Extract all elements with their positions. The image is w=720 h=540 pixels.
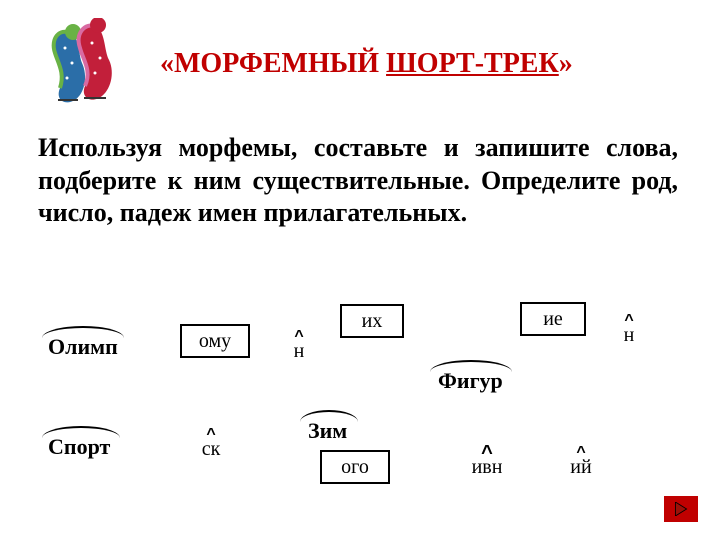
suffix-sk-label: ск [200, 442, 222, 456]
ending-ih: их [340, 304, 404, 338]
slide: «МОРФЕМНЫЙ ШОРТ-ТРЕК» Используя морфемы,… [0, 0, 720, 540]
title-prefix: « [160, 48, 174, 79]
suffix-n-1: ^ н [288, 330, 310, 358]
task-text: Используя морфемы, составьте и запишите … [38, 132, 678, 230]
title-suffix: » [559, 48, 573, 79]
root-figur: Фигур [438, 368, 503, 394]
next-slide-button[interactable] [664, 496, 698, 522]
suffix-ij-label: ий [570, 460, 592, 474]
ending-ie: ие [520, 302, 586, 336]
suffix-n-2: ^ н [618, 314, 640, 342]
ending-omu: ому [180, 324, 250, 358]
suffix-ij: ^ ий [570, 446, 592, 474]
morpheme-area: Олимп ому ^ н их Фигур ие ^ н Спорт ^ ск [0, 300, 720, 520]
suffix-n-2-label: н [618, 328, 640, 342]
title-word-1: МОРФЕМНЫЙ [174, 48, 386, 79]
root-zim: Зим [308, 418, 347, 444]
suffix-ivn-label: ивн [470, 460, 504, 474]
olympic-short-track-logo [30, 18, 140, 118]
triangle-right-icon [674, 502, 688, 516]
root-sport: Спорт [48, 434, 110, 460]
suffix-sk: ^ ск [200, 428, 222, 456]
slide-title: «МОРФЕМНЫЙ ШОРТ-ТРЕК» [160, 48, 700, 80]
suffix-ivn: ^ ивн [470, 446, 504, 474]
title-word-2: ШОРТ-ТРЕК [386, 48, 559, 79]
suffix-n-1-label: н [288, 344, 310, 358]
ending-ogo: ого [320, 450, 390, 484]
root-olimp: Олимп [48, 334, 118, 360]
